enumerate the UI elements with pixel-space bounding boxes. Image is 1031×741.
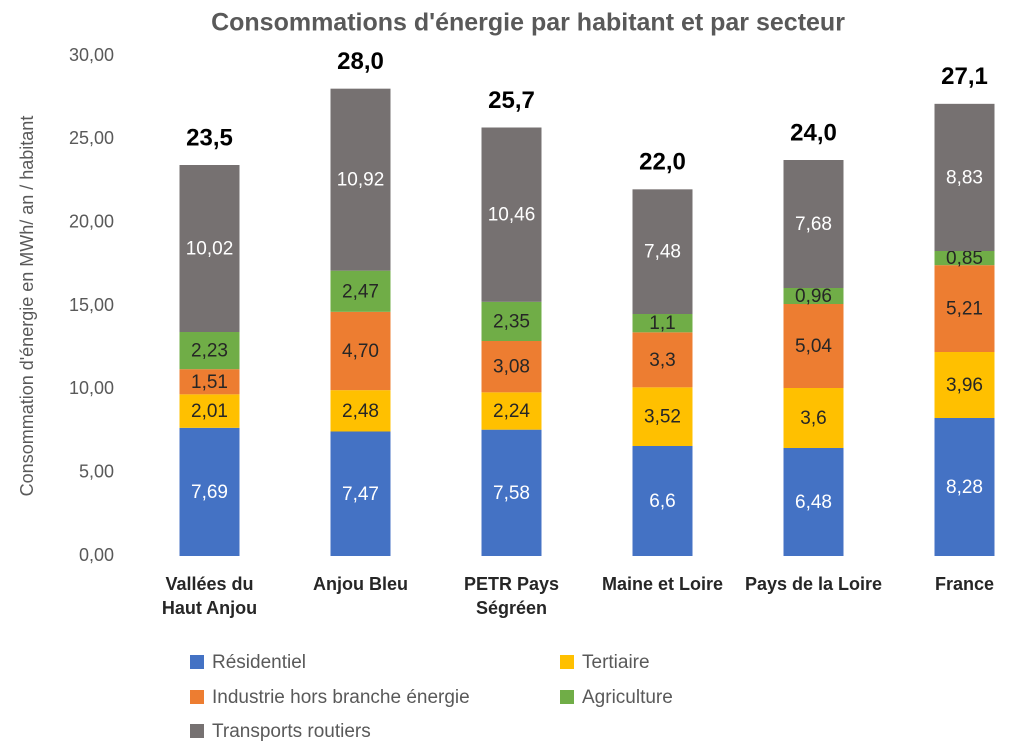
- bar-segment: [632, 332, 693, 388]
- data-label: 6,6: [649, 491, 675, 512]
- legend-label: Agriculture: [582, 687, 673, 708]
- bar-segment: [632, 314, 693, 333]
- bar-segment: [632, 446, 693, 556]
- data-label: 3,08: [493, 357, 530, 378]
- data-label: 7,47: [342, 484, 379, 505]
- bar-segment: [179, 369, 240, 395]
- y-axis-title: Consommation d'énergie en MWh/ an / habi…: [17, 116, 37, 497]
- data-label: 7,58: [493, 483, 530, 504]
- bar-segment: [934, 265, 995, 352]
- data-label: 5,04: [795, 336, 832, 357]
- data-label: 2,24: [493, 401, 530, 422]
- data-label: 3,96: [946, 375, 983, 396]
- total-label: 24,0: [790, 119, 837, 146]
- data-label: 2,47: [342, 281, 379, 302]
- bar-segment: [783, 304, 844, 388]
- data-label: 2,35: [493, 311, 530, 332]
- data-label: 10,02: [186, 239, 234, 260]
- data-label: 8,28: [946, 477, 983, 498]
- total-label: 28,0: [337, 48, 384, 75]
- legend-label: Résidentiel: [212, 652, 306, 673]
- bar-segment: [481, 392, 542, 430]
- total-label: 25,7: [488, 87, 535, 114]
- bar-segment: [783, 388, 844, 448]
- legend-label: Industrie hors branche énergie: [212, 687, 470, 708]
- bar-segment: [783, 448, 844, 556]
- bar-segment: [179, 332, 240, 370]
- x-tick-label: France: [934, 574, 995, 594]
- data-label: 7,68: [795, 214, 832, 235]
- x-tick-label: Anjou Bleu: [313, 574, 408, 594]
- data-label: 7,69: [191, 482, 228, 503]
- bar-segment: [934, 352, 995, 418]
- total-label: 27,1: [941, 63, 988, 90]
- y-tick-label: 5,00: [79, 461, 114, 481]
- y-tick-label: 20,00: [69, 211, 114, 231]
- total-label: 23,5: [186, 124, 233, 151]
- total-label: 22,0: [639, 149, 686, 176]
- bar-segment: [330, 88, 391, 271]
- x-tick-label: PETR Pays Ségréen: [463, 574, 560, 618]
- legend-label: Transports routiers: [212, 721, 371, 741]
- data-label: 3,52: [644, 407, 681, 428]
- y-tick-label: 10,00: [69, 378, 114, 398]
- bar-segment: [179, 394, 240, 428]
- data-label: 2,01: [191, 401, 228, 422]
- bar-segment: [632, 189, 693, 314]
- bar-segment: [481, 341, 542, 393]
- chart-title: Consommations d'énergie par habitant et …: [211, 9, 845, 37]
- bar-segment: [934, 418, 995, 556]
- bar-segment: [330, 270, 391, 312]
- bar-segment: [481, 429, 542, 556]
- legend-swatch: [560, 690, 574, 704]
- data-label: 8,83: [946, 167, 983, 188]
- data-label: 6,48: [795, 492, 832, 513]
- legend-swatch: [190, 690, 204, 704]
- y-tick-label: 30,00: [69, 45, 114, 65]
- bar-segment: [783, 288, 844, 304]
- bar-segment: [934, 251, 995, 266]
- data-label: 1,51: [191, 372, 228, 393]
- data-label: 0,85: [946, 248, 983, 269]
- data-label: 3,6: [800, 408, 826, 429]
- data-label: 10,46: [488, 205, 536, 226]
- y-tick-label: 25,00: [69, 128, 114, 148]
- data-label: 5,21: [946, 299, 983, 320]
- bar-segment: [783, 160, 844, 288]
- bar-segment: [934, 103, 995, 251]
- x-tick-label: Maine et Loire: [601, 574, 724, 594]
- bar-segment: [330, 311, 391, 391]
- bar-segment: [179, 165, 240, 332]
- y-tick-label: 15,00: [69, 295, 114, 315]
- bar-segment: [481, 301, 542, 341]
- data-label: 2,48: [342, 401, 379, 422]
- data-label: 4,70: [342, 341, 379, 362]
- bar-segment: [179, 427, 240, 556]
- legend-swatch: [190, 724, 204, 738]
- y-tick-label: 0,00: [79, 545, 114, 565]
- legend-swatch: [190, 655, 204, 669]
- data-label: 2,23: [191, 341, 228, 362]
- legend-label: Tertiaire: [582, 652, 650, 673]
- data-label: 1,1: [649, 313, 675, 334]
- bar-segment: [481, 127, 542, 302]
- bar-segment: [330, 431, 391, 556]
- bar-segment: [632, 387, 693, 446]
- x-tick-label: Pays de la Loire: [744, 574, 883, 594]
- data-label: 7,48: [644, 242, 681, 263]
- bar-segment: [330, 390, 391, 432]
- data-label: 10,92: [337, 170, 385, 191]
- x-tick-label: Vallées du Haut Anjou: [161, 574, 258, 618]
- data-label: 3,3: [649, 350, 675, 371]
- legend-swatch: [560, 655, 574, 669]
- data-label: 0,96: [795, 286, 832, 307]
